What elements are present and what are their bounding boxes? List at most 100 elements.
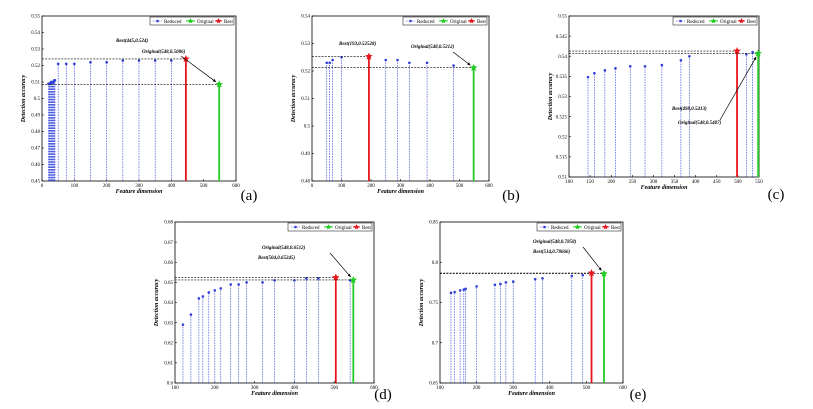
reduced-point [499,282,502,286]
y-tick-label: 0.525 [556,115,568,120]
panel-letter: (e) [630,387,647,403]
x-tick-label: 600 [232,184,240,189]
annotation-arrowhead [753,56,757,61]
reduced-point [751,50,754,54]
x-tick-label: 200 [473,386,481,391]
x-tick-label: 300 [650,180,658,185]
plot-frame [568,15,760,178]
legend-reduced-marker [294,225,297,229]
x-tick-label: 400 [168,184,176,189]
best-annotation: Best(504,0.65245) [257,256,296,261]
reduced-point [64,62,68,66]
y-axis-label: Detection accuracy [154,278,160,327]
reduced-point [219,287,223,290]
x-tick-label: 350 [671,180,679,185]
x-tick-label: 200 [103,184,111,189]
annotation-arrow [452,51,471,66]
reduced-point [541,277,544,280]
reduced-point [213,289,217,292]
reduced-point [181,323,185,326]
y-tick-label: 0.52 [31,64,40,69]
reduced-point [197,297,201,300]
original-marker [600,269,608,277]
reduced-point [511,280,515,283]
original-marker [349,275,358,284]
y-tick-label: 0.54 [301,15,310,20]
annotation-arrowhead [467,62,471,66]
reduced-point [408,61,411,65]
annotation-arrowhead [598,267,602,271]
y-tick-label: 0.67 [164,241,173,246]
y-tick-label: 0.5 [34,97,41,102]
reduced-point [464,287,467,291]
reduced-point [586,75,590,79]
y-tick-label: 0.51 [301,97,310,102]
legend-original-label: Original [450,20,467,25]
legend-reduced-marker [679,19,682,23]
original-annotation: Original(548,0.5407) [678,121,722,126]
best-annotation: Best(514,0.78666) [532,250,571,255]
reduced-point [449,291,453,295]
chart-panel: 100 200 300 400 500 600 0.6 0.61 0.62 0.63 0.64 0.6… [154,221,392,403]
y-tick-label: 0.51 [558,176,567,181]
reduced-point [273,279,276,282]
legend-best-marker [468,18,475,24]
original-annotation: Original(548,0.5212) [411,45,455,50]
reduced-point [688,54,691,58]
x-tick-label: 300 [397,184,405,189]
x-tick-label: 0 [311,184,314,189]
reduced-point [493,283,497,287]
best-annotation: Best(193,0.52528) [338,42,377,47]
reduced-point [229,283,233,286]
legend-reduced-label: Reduced [551,226,569,231]
y-tick-label: 0.55 [31,15,40,20]
reduced-point [73,62,76,66]
reduced-point [504,281,508,284]
panel-letter: (a) [241,188,258,204]
legend-reduced-label: Reduced [164,20,182,25]
legend-original-marker [710,18,717,24]
x-tick-label: 550 [755,180,763,185]
original-annotation: Original(548,0.7858) [533,240,577,245]
y-tick-label: 0.48 [301,180,310,185]
reduced-point [452,64,455,67]
y-tick-label: 0.545 [556,35,568,40]
chart-panel: 0 100 200 300 400 500 600 0.45 0.46 0.47 0.48 0.49 0… [21,15,257,204]
reduced-point [201,295,205,298]
annotation-arrow [719,56,757,121]
best-annotation: Best(445,0.524) [115,39,149,44]
y-tick-label: 0.54 [31,31,40,36]
y-tick-label: 0.48 [31,130,40,135]
reduced-point [189,313,193,316]
x-axis-label: Feature dimension [251,391,299,397]
x-tick-label: 600 [619,386,627,391]
best-annotation: Best(498,0.5413) [671,107,707,112]
legend-original-label: Original [720,20,737,25]
y-tick-label: 0.8 [432,261,439,266]
legend-original-marker [440,18,447,24]
legend: Reduced Original Best [287,222,373,232]
x-tick-label: 450 [713,180,721,185]
x-tick-label: 400 [291,386,299,391]
y-tick-label: 0.61 [164,362,173,367]
reduced-point [56,62,60,66]
x-tick-label: 500 [734,180,742,185]
reduced-point [384,58,388,62]
legend-original-label: Original [197,20,214,25]
original-marker [469,63,478,71]
y-tick-label: 0.535 [556,75,568,80]
y-axis-label: Detection accuracy [21,74,27,123]
reduced-point [425,61,429,65]
x-tick-label: 100 [171,386,179,391]
legend-original-label: Original [584,226,601,231]
legend-best-marker [602,224,609,230]
y-tick-label: 0.52 [558,135,567,140]
y-tick-label: 0.68 [164,221,173,226]
legend-original-marker [574,224,581,230]
reduced-point [328,61,332,65]
x-tick-label: 100 [71,184,79,189]
reduced-point [628,65,632,68]
legend-best-label: Best [362,226,372,231]
best-marker [331,273,340,281]
